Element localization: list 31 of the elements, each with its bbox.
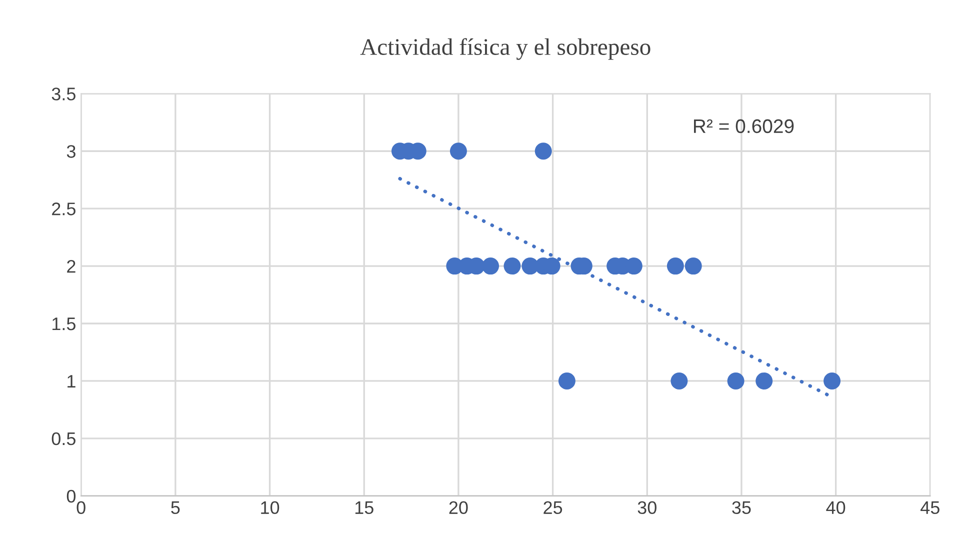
x-tick-label: 15 xyxy=(355,501,374,514)
point xyxy=(670,372,688,390)
point xyxy=(727,372,744,390)
y-tick-label: 0.5 xyxy=(52,432,76,446)
y-tick-label: 1 xyxy=(68,375,76,388)
point xyxy=(824,372,841,390)
x-tick-label: 10 xyxy=(261,501,280,514)
point xyxy=(504,258,521,275)
point xyxy=(534,142,552,160)
y-tick-label: 1.5 xyxy=(52,318,76,330)
point xyxy=(482,258,500,275)
x-tick-label: 35 xyxy=(732,501,751,514)
annotation: R² = 0.6029 xyxy=(694,119,794,134)
x-tick-label: 5 xyxy=(171,501,180,514)
x-tick-label: 45 xyxy=(920,501,940,514)
x-tick-label: 25 xyxy=(544,501,562,514)
x-tick-label: 0 xyxy=(76,501,86,514)
y-tick-label: 2 xyxy=(67,260,76,273)
point xyxy=(684,258,702,275)
chart-title: Actividad física y el sobrepeso xyxy=(360,38,650,60)
y-tick-label: 2.5 xyxy=(52,202,76,216)
x-tick-label: 40 xyxy=(826,501,846,514)
x-tick-label: 20 xyxy=(449,501,468,514)
y-tick-label: 3 xyxy=(66,145,76,158)
x-tick-label: 30 xyxy=(638,501,656,514)
point xyxy=(756,372,773,390)
point xyxy=(558,372,576,390)
y-tick-label: 3.5 xyxy=(52,88,76,100)
point xyxy=(666,258,684,275)
y-tick-label: 0 xyxy=(66,490,76,503)
point xyxy=(450,142,467,160)
